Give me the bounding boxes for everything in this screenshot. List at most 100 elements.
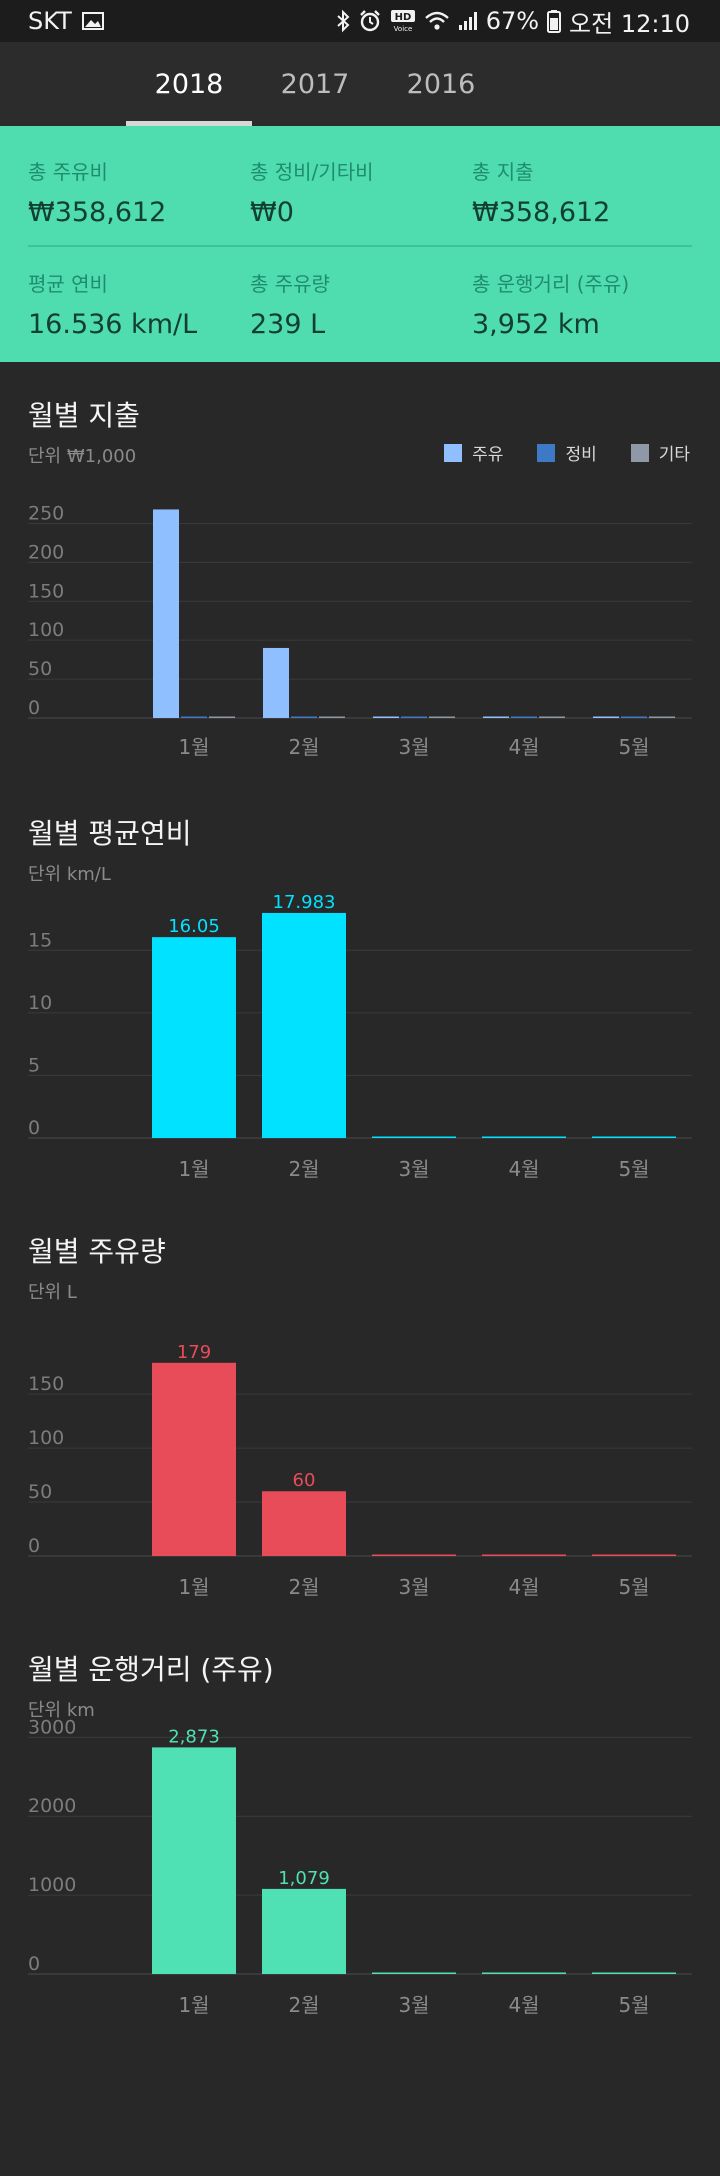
total-maintenance-cost-value: ₩0 (250, 197, 294, 228)
y-tick-label: 0 (28, 697, 40, 719)
y-tick-label: 10 (28, 992, 52, 1014)
data-label: 179 (177, 1342, 211, 1363)
image-icon (81, 11, 104, 31)
data-label: 1,079 (278, 1868, 330, 1889)
bar (372, 1972, 456, 1974)
monthly-spending-chart: 0 50 100 150 200 250 1월 2월 3월 4월 5월 (28, 502, 692, 759)
x-tick-label: 3월 (398, 1993, 429, 2017)
y-tick-label: 200 (28, 541, 64, 563)
bar (181, 716, 207, 718)
total-fuel-volume-label: 총 주유량 (250, 272, 330, 296)
x-tick-label: 5월 (618, 735, 649, 759)
average-efficiency: 평균 연비 16.536 km/L (28, 268, 248, 340)
y-tick-label: 0 (28, 1535, 40, 1557)
y-tick-label: 2000 (28, 1795, 76, 1817)
monthly-spending-section: 월별 지출 단위 ₩1,000 주유 정비 기타 0 50 100 150 200 250… (0, 362, 720, 780)
bar (482, 1972, 566, 1974)
y-tick-label: 150 (28, 1373, 64, 1395)
legend-swatch-other (630, 443, 649, 462)
bar (373, 716, 399, 718)
x-tick-label: 1월 (178, 735, 209, 759)
total-fuel-cost: 총 주유비 ₩358,612 (28, 156, 248, 228)
y-tick-label: 3000 (28, 1716, 76, 1738)
bar (319, 716, 345, 718)
data-label: 2,873 (168, 1726, 220, 1747)
x-tick-label: 1월 (178, 1157, 209, 1181)
monthly-efficiency-section: 월별 평균연비 단위 km/L 0 5 10 15 16.05 1월 17.983 2월 3월 4… (0, 780, 720, 1198)
y-tick-label: 5 (28, 1054, 40, 1076)
bar (539, 716, 565, 718)
summary-panel: 총 주유비 ₩358,612 총 정비/기타비 ₩0 총 지출 ₩358,612… (0, 126, 720, 362)
svg-text:Voice: Voice (393, 25, 412, 33)
monthly-distance-section: 월별 운행거리 (주유) 단위 km 0 1000 2000 3000 2,873 1월 1… (0, 1616, 720, 2034)
carrier-label: SKT (28, 7, 72, 35)
battery-percent: 67% (485, 7, 540, 35)
legend-swatch-fuel (444, 443, 463, 462)
y-tick-label: 0 (28, 1953, 40, 1975)
x-tick-label: 3월 (398, 1575, 429, 1599)
bar (152, 1747, 236, 1974)
total-spending-value: ₩358,612 (472, 197, 611, 228)
status-bar: SKT HD Voice 67% 오전 12:10 (0, 0, 720, 42)
legend-label-other: 기타 (658, 445, 690, 465)
average-efficiency-value: 16.536 km/L (28, 309, 198, 340)
x-tick-label: 5월 (618, 1575, 649, 1599)
bar (153, 509, 179, 718)
monthly-distance-unit: 단위 km (28, 1700, 95, 1721)
total-maintenance-cost: 총 정비/기타비 ₩0 (250, 156, 470, 228)
bar (152, 1362, 236, 1556)
x-tick-label: 4월 (508, 1993, 539, 2017)
x-tick-label: 1월 (178, 1993, 209, 2017)
tab-2017[interactable]: 2017 (280, 68, 350, 100)
bar (592, 1554, 676, 1556)
x-tick-label: 4월 (508, 735, 539, 759)
total-distance-value: 3,952 km (472, 309, 600, 340)
x-tick-label: 2월 (288, 1993, 319, 2017)
bar (429, 716, 455, 718)
monthly-distance-chart: 0 1000 2000 3000 2,873 1월 1,079 2월 3월 4월 5월 (28, 1716, 692, 2017)
monthly-spending-title: 월별 지출 (28, 399, 140, 432)
wifi-icon (424, 10, 450, 32)
y-tick-label: 50 (28, 658, 52, 680)
tab-2018[interactable]: 2018 (126, 42, 252, 126)
x-tick-label: 4월 (508, 1575, 539, 1599)
monthly-volume-chart: 0 50 100 150 179 1월 60 2월 3월 4월 5월 (28, 1342, 692, 1599)
y-tick-label: 100 (28, 619, 64, 641)
alarm-icon (358, 9, 382, 33)
bar (291, 716, 317, 718)
bar (262, 912, 346, 1138)
total-maintenance-cost-label: 총 정비/기타비 (250, 160, 374, 184)
bar (262, 1491, 346, 1556)
bar (262, 1888, 346, 1974)
total-distance: 총 운행거리 (주유) 3,952 km (472, 268, 712, 340)
bar (152, 937, 236, 1138)
total-fuel-cost-value: ₩358,612 (28, 197, 167, 228)
bar (372, 1554, 456, 1556)
monthly-volume-section: 월별 주유량 단위 L 0 50 100 150 179 1월 60 2월 3월 4월 5월 (0, 1198, 720, 1616)
data-label: 16.05 (168, 916, 220, 937)
bar (592, 1136, 676, 1138)
battery-icon (547, 9, 562, 33)
bar (482, 1554, 566, 1556)
summary-divider (28, 245, 692, 247)
x-tick-label: 3월 (398, 735, 429, 759)
y-tick-label: 1000 (28, 1874, 76, 1896)
total-spending: 총 지출 ₩358,612 (472, 156, 692, 228)
hd-voice-icon: HD Voice (390, 9, 416, 33)
y-tick-label: 0 (28, 1117, 40, 1139)
tab-2016[interactable]: 2016 (406, 68, 476, 100)
bar (592, 1972, 676, 1974)
x-tick-label: 3월 (398, 1157, 429, 1181)
y-tick-label: 150 (28, 580, 64, 602)
clock-time: 오전 12:10 (569, 9, 690, 38)
monthly-spending-legend: 주유 정비 기타 (410, 440, 690, 465)
y-tick-label: 50 (28, 1481, 52, 1503)
data-label: 17.983 (273, 892, 336, 913)
bar (209, 716, 235, 718)
y-tick-label: 100 (28, 1427, 64, 1449)
total-fuel-cost-label: 총 주유비 (28, 160, 108, 184)
signal-icon (458, 11, 478, 31)
bluetooth-icon (336, 9, 350, 33)
bar (482, 1136, 566, 1138)
monthly-distance-title: 월별 운행거리 (주유) (28, 1653, 274, 1686)
